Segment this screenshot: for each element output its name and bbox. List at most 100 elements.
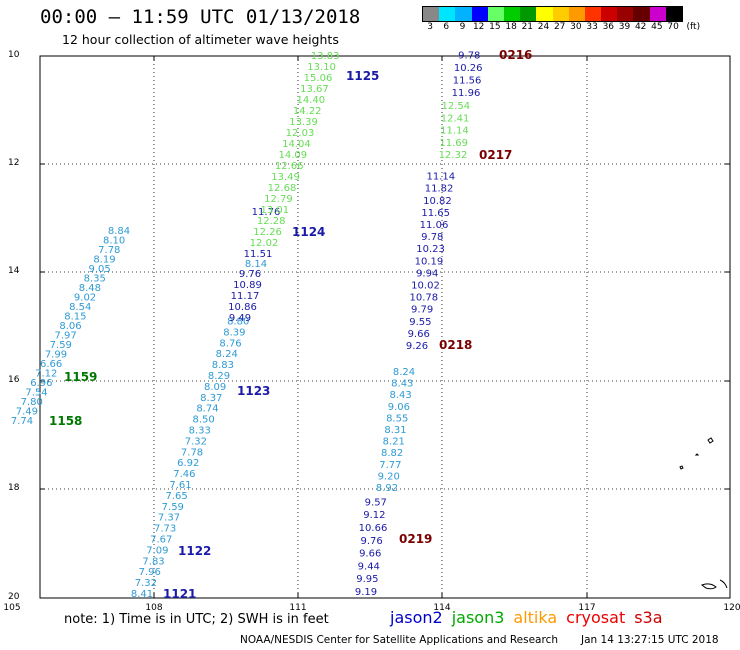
wave-height-value: 8.19 [93, 255, 115, 266]
island-outline [700, 583, 717, 590]
wave-height-value: 13.49 [271, 172, 300, 183]
wave-height-value: 7.65 [166, 491, 188, 502]
wave-height-value: 11.06 [420, 220, 449, 231]
wave-height-value: 14.04 [282, 139, 311, 150]
wave-height-value: 8.74 [196, 404, 218, 415]
wave-height-value: 8.82 [381, 448, 403, 459]
color-legend [422, 6, 683, 22]
pass-time-label: 0217 [479, 148, 512, 162]
legend-swatch [455, 7, 472, 21]
wave-height-value: 8.15 [64, 312, 86, 323]
wave-height-value: 14.09 [278, 150, 307, 161]
wave-height-value: 12.02 [250, 238, 279, 249]
satellite-s3a: s3a [634, 608, 663, 627]
credit-text: NOAA/NESDIS Center for Satellite Applica… [240, 634, 558, 646]
legend-swatch [520, 7, 537, 21]
wave-height-value: 11.96 [452, 88, 481, 99]
wave-height-value: 9.49 [229, 313, 251, 324]
wave-height-value: 8.33 [189, 426, 211, 437]
wave-height-value: 14.40 [296, 95, 325, 106]
wave-height-value: 6.66 [40, 359, 62, 370]
wave-height-value: 10.78 [409, 293, 438, 304]
legend-label: 39 [618, 22, 631, 32]
wave-height-value: 8.76 [219, 338, 241, 349]
legend-swatch [584, 7, 602, 21]
wave-height-value: 11.14 [440, 126, 469, 137]
legend-swatch [649, 7, 666, 21]
wave-height-value: 7.59 [50, 340, 72, 351]
wave-height-value: 7.78 [98, 245, 120, 256]
wave-height-value: 7.49 [16, 407, 38, 418]
track-t1123c: 11.51 11.76 [244, 207, 281, 260]
wave-height-value: 9.57 [365, 497, 387, 508]
pass-time-label: 1159 [64, 370, 97, 384]
pass-time-label: 1123 [237, 384, 270, 398]
wave-height-value: 9.76 [360, 536, 382, 547]
note-text: note: 1) Time is in UTC; 2) SWH is in fe… [64, 612, 329, 627]
color-legend-labels: 3 6 9 12 15 18 21 24 27 30 33 36 39 42 45 70 (ft) [422, 22, 732, 34]
legend-swatch [617, 7, 634, 21]
wave-height-value: 9.76 [239, 269, 261, 280]
wave-height-value: 8.84 [108, 226, 130, 237]
page-subtitle: 12 hour collection of altimeter wave hei… [62, 32, 339, 47]
wave-height-value: 8.24 [216, 349, 238, 360]
legend-label: 36 [602, 22, 615, 32]
wave-height-value: 10.86 [228, 302, 257, 313]
wave-height-value: 12.66 [275, 161, 304, 172]
wave-height-value: 7.80 [21, 397, 43, 408]
latitude-label: 14 [8, 266, 20, 276]
longitude-label: 111 [289, 603, 307, 613]
wave-height-value: 9.94 [416, 268, 438, 279]
pass-time-label: 1125 [346, 69, 379, 83]
wave-height-value: 8.48 [79, 283, 101, 294]
island-outline [679, 465, 684, 470]
time-labels: 1121 1122 1123 1124 1125 1158 1159 0216 0217 0218… [49, 48, 532, 601]
track-t1125: 9.19 9.95 9.449.66 9.76 10.66 9.12 9.57 [355, 497, 387, 598]
wave-height-value: 12.68 [268, 183, 297, 194]
satellite-altika: altika [513, 608, 558, 627]
wave-height-value: 8.54 [69, 302, 91, 313]
wave-height-value: 7.12 [35, 369, 57, 380]
wave-height-value: 9.79 [411, 305, 433, 316]
latitude-label: 16 [8, 375, 20, 385]
wave-height-value: 8.24 [393, 367, 415, 378]
wave-height-value: 10.89 [233, 280, 262, 291]
wave-height-value: 8.83 [212, 360, 234, 371]
latitude-label: 10 [8, 50, 20, 60]
legend-label: 27 [553, 22, 566, 32]
wave-height-value: 7.37 [158, 513, 180, 524]
wave-height-value: 9.12 [363, 510, 385, 521]
legend-swatch [439, 7, 456, 21]
legend-swatch [487, 7, 504, 21]
wave-height-value: 9.20 [378, 471, 400, 482]
legend-label: 33 [586, 22, 598, 32]
track-t1123b: 8.14 [245, 259, 267, 270]
wave-height-value: 9.02 [74, 293, 96, 304]
wave-height-value: 7.32 [135, 578, 157, 589]
altimeter-tracks: 7.747.497.807.546.967.126.667.997.597.97… [11, 51, 483, 601]
wave-height-value: 7.74 [11, 416, 33, 427]
legend-label: 12 [472, 22, 485, 32]
wave-height-value: 8.92 [376, 483, 398, 494]
wave-height-value: 10.23 [416, 244, 445, 255]
legend-swatch [665, 7, 682, 21]
wave-height-value: 13.10 [307, 62, 336, 73]
wave-height-value: 8.55 [386, 413, 408, 424]
legend-label: 21 [521, 22, 534, 32]
legend-swatch [552, 7, 569, 21]
wave-height-value: 8.41 [131, 589, 153, 600]
wave-height-value: 9.44 [358, 561, 380, 572]
legend-label: 42 [634, 22, 647, 32]
wave-height-value: 7.73 [154, 524, 176, 535]
legend-label: 15 [489, 22, 501, 32]
legend-label: 6 [443, 22, 450, 32]
wave-height-value: 12.03 [286, 128, 315, 139]
wave-height-value: 9.06 [388, 402, 410, 413]
pass-time-label: 1124 [292, 225, 325, 239]
wave-height-value: 7.83 [142, 556, 164, 567]
coastline [679, 437, 728, 590]
